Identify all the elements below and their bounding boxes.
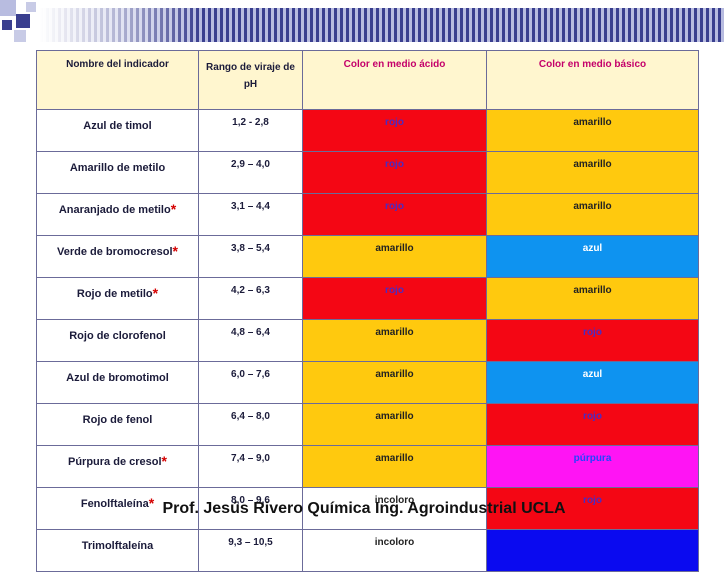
- base-color-cell: púrpura: [486, 445, 699, 488]
- ph-range: 6,0 – 7,6: [198, 361, 303, 404]
- base-color-cell: amarillo: [486, 151, 699, 194]
- decorative-header-fade: [40, 8, 200, 42]
- table-row: Amarillo de metilo 2,9 – 4,0 rojo amarillo: [36, 151, 699, 194]
- acid-color-cell: rojo: [302, 109, 487, 152]
- indicator-name: Fenolftaleína*: [36, 487, 199, 530]
- base-color-cell: amarillo: [486, 277, 699, 320]
- indicator-name: Trimolftaleína: [36, 529, 199, 572]
- decorative-square: [2, 20, 12, 30]
- ph-range: 4,2 – 6,3: [198, 277, 303, 320]
- table-row: Rojo de clorofenol 4,8 – 6,4 amarillo rojo: [36, 319, 699, 362]
- indicator-name: Verde de bromocresol*: [36, 235, 199, 278]
- footnote-asterisk: *: [148, 495, 155, 511]
- base-color-cell: rojo: [486, 403, 699, 446]
- decorative-square: [0, 0, 16, 16]
- decorative-square: [26, 2, 36, 12]
- indicator-name: Rojo de fenol: [36, 403, 199, 446]
- ph-range: 3,8 – 5,4: [198, 235, 303, 278]
- indicator-name: Azul de bromotimol: [36, 361, 199, 404]
- indicator-name: Azul de timol: [36, 109, 199, 152]
- header-name: Nombre del indicador: [36, 50, 199, 110]
- decorative-square: [16, 14, 30, 28]
- base-color-cell: azul: [486, 361, 699, 404]
- base-color-cell: rojo: [486, 487, 699, 530]
- footnote-asterisk: *: [161, 453, 167, 469]
- acid-color-cell: amarillo: [302, 319, 487, 362]
- acid-color-cell: rojo: [302, 151, 487, 194]
- ph-range: 6,4 – 8,0: [198, 403, 303, 446]
- header-base-color: Color en medio básico: [486, 50, 699, 110]
- header-acid-color: Color en medio ácido: [302, 50, 487, 110]
- decorative-square: [14, 30, 26, 42]
- footnote-asterisk: *: [152, 285, 159, 301]
- acid-color-cell: incoloro: [302, 487, 487, 530]
- header-range: Rango de viraje de pH: [198, 50, 303, 110]
- base-color-cell: amarillo: [486, 109, 699, 152]
- acid-color-cell: amarillo: [302, 445, 487, 488]
- acid-color-cell: amarillo: [302, 235, 487, 278]
- footer-credit: Prof. Jesús Rivero Química Ing. Agroindu…: [162, 500, 566, 517]
- indicator-name: Amarillo de metilo: [36, 151, 199, 194]
- table-row: Azul de timol 1,2 - 2,8 rojo amarillo: [36, 109, 699, 152]
- table-row: Rojo de fenol 6,4 – 8,0 amarillo rojo: [36, 403, 699, 446]
- indicator-name: Púrpura de cresol*: [36, 445, 199, 488]
- ph-range: 1,2 - 2,8: [198, 109, 303, 152]
- indicator-name: Rojo de clorofenol: [36, 319, 199, 362]
- table-row: Rojo de metilo* 4,2 – 6,3 rojo amarillo: [36, 277, 699, 320]
- ph-range: 9,3 – 10,5: [198, 529, 303, 572]
- table-row: Azul de bromotimol 6,0 – 7,6 amarillo azul: [36, 361, 699, 404]
- footnote-asterisk: *: [172, 243, 178, 259]
- base-color-cell: azul: [486, 235, 699, 278]
- ph-range: 3,1 – 4,4: [198, 193, 303, 236]
- table-row: Fenolftaleína* 8,0 – 9,6 incoloro rojo: [36, 487, 699, 530]
- ph-range: 4,8 – 6,4: [198, 319, 303, 362]
- ph-range: 7,4 – 9,0: [198, 445, 303, 488]
- acid-color-cell: incoloro: [302, 529, 487, 572]
- acid-color-cell: rojo: [302, 193, 487, 236]
- base-color-cell: rojo: [486, 319, 699, 362]
- ph-range: 8,0 – 9,6: [198, 487, 303, 530]
- indicator-table: Nombre del indicador Rango de viraje de …: [36, 50, 699, 572]
- indicator-name: Rojo de metilo*: [36, 277, 199, 320]
- acid-color-cell: amarillo: [302, 403, 487, 446]
- acid-color-cell: amarillo: [302, 361, 487, 404]
- table-row: Anaranjado de metilo* 3,1 – 4,4 rojo amaril…: [36, 193, 699, 236]
- indicator-name: Anaranjado de metilo*: [36, 193, 199, 236]
- acid-color-cell: rojo: [302, 277, 487, 320]
- table-row: Verde de bromocresol* 3,8 – 5,4 amarillo az…: [36, 235, 699, 278]
- ph-range: 2,9 – 4,0: [198, 151, 303, 194]
- table-row: Trimolftaleína 9,3 – 10,5 incoloro: [36, 529, 699, 572]
- footnote-asterisk: *: [170, 201, 177, 217]
- table-header-row: Nombre del indicador Rango de viraje de …: [36, 50, 699, 110]
- base-color-cell: amarillo: [486, 193, 699, 236]
- base-color-cell: [486, 529, 699, 572]
- table-row: Púrpura de cresol* 7,4 – 9,0 amarillo púrpu…: [36, 445, 699, 488]
